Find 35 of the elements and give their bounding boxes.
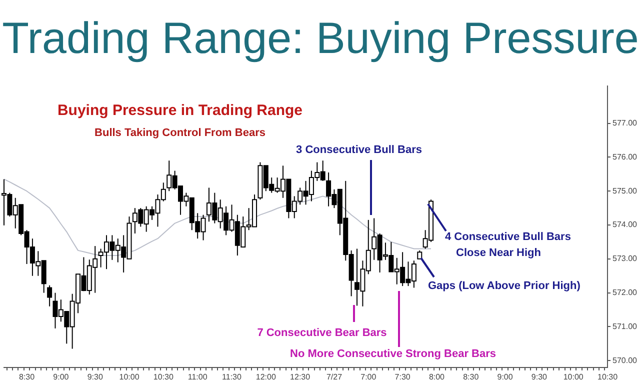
x-tick-label: 10:00 (563, 372, 584, 382)
x-tick-label: 9:30 (531, 372, 548, 382)
annotation: Close Near High (456, 247, 542, 260)
y-tick-label: 573.00 (612, 254, 638, 264)
x-tick-label: 10:30 (153, 372, 174, 382)
x-tick-label: 12:30 (290, 372, 311, 382)
x-tick-label: 9:00 (53, 372, 70, 382)
y-tick-label: 572.00 (612, 288, 638, 298)
text: Buying Pressure in Trading Range (57, 102, 303, 120)
y-tick-label: 576.00 (612, 152, 638, 162)
chart-title: Trading Range: Buying Pressure (1, 13, 640, 65)
annotation: 3 Consecutive Bull Bars (296, 144, 422, 156)
y-tick-label: 574.00 (612, 220, 638, 230)
x-tick-label: 8:30 (18, 372, 36, 382)
annotation: 4 Consecutive Bull Bars (445, 231, 571, 244)
x-tick-label: 10:00 (119, 372, 140, 382)
x-tick-label: 8:30 (463, 372, 480, 382)
y-tick-label: 575.00 (612, 186, 638, 196)
y-tick-label: 570.00 (612, 356, 638, 365)
x-tick-label: 10:30 (598, 372, 618, 382)
x-tick-label: 11:00 (188, 372, 208, 382)
x-tick-label: 7:00 (360, 372, 377, 382)
x-tick-label: 9:00 (497, 372, 514, 382)
y-tick-label: 577.00 (612, 118, 638, 128)
x-tick-label: 9:30 (87, 372, 104, 382)
annotation: No More Consecutive Strong Bear Bars (290, 348, 496, 360)
x-tick-label: 12:00 (256, 372, 276, 382)
annotation: 7 Consecutive Bear Bars (257, 327, 387, 340)
x-tick-label: 7/27 (326, 372, 343, 382)
x-tick-label: 11:30 (222, 372, 242, 382)
x-tick-label: 7:30 (394, 372, 411, 382)
x-tick-label: 8:00 (428, 372, 446, 382)
annotation: Bulls Taking Control From Bears (94, 127, 266, 140)
y-tick-label: 571.00 (612, 322, 638, 331)
annotation: Gaps (Low Above Prior High) (428, 280, 581, 292)
